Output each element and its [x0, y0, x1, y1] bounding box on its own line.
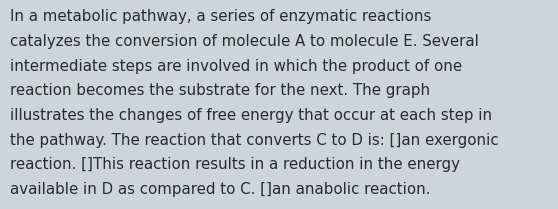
- Text: illustrates the changes of free energy that occur at each step in: illustrates the changes of free energy t…: [10, 108, 492, 123]
- Text: the pathway. The reaction that converts C to D is: []an exergonic: the pathway. The reaction that converts …: [10, 133, 499, 148]
- Text: catalyzes the conversion of molecule A to molecule E. Several: catalyzes the conversion of molecule A t…: [10, 34, 479, 49]
- Text: reaction. []This reaction results in a reduction in the energy: reaction. []This reaction results in a r…: [10, 157, 460, 172]
- Text: In a metabolic pathway, a series of enzymatic reactions: In a metabolic pathway, a series of enzy…: [10, 9, 431, 24]
- Text: available in D as compared to C. []an anabolic reaction.: available in D as compared to C. []an an…: [10, 182, 431, 197]
- Text: reaction becomes the substrate for the next. The graph: reaction becomes the substrate for the n…: [10, 83, 430, 98]
- Text: intermediate steps are involved in which the product of one: intermediate steps are involved in which…: [10, 59, 462, 74]
